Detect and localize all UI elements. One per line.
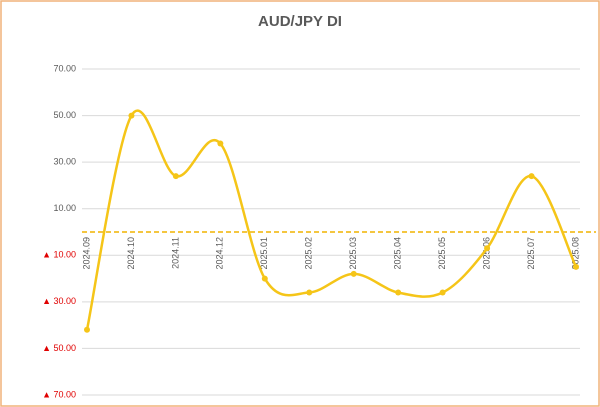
point [172,173,179,180]
y-tick-label: 50.00 [53,110,76,120]
x-tick-label: 2025.05 [437,237,447,270]
point [261,275,268,282]
point [528,173,535,180]
y-tick-label: 70.00 [53,63,76,73]
x-tick-label: 2025.01 [259,237,269,270]
x-tick-label: 2025.06 [481,237,491,270]
y-tick-label: ▲ 50.00 [42,343,76,353]
x-tick-label: 2025.04 [393,237,403,270]
y-tick-label: ▲ 30.00 [42,296,76,306]
point [350,270,357,277]
x-tick-label: 2025.02 [304,237,314,270]
y-tick-label: ▲ 70.00 [42,389,76,399]
chart-title: AUD/JPY DI [258,13,342,30]
x-tick-label: 2025.03 [348,237,358,270]
x-tick-label: 2025.08 [570,237,580,270]
point [128,112,135,119]
point [84,326,90,333]
y-tick-label: 30.00 [53,157,76,167]
y-tick-label: ▲ 10.00 [42,250,76,260]
y-tick-label: 10.00 [53,203,76,213]
point [573,263,579,270]
point [306,289,313,296]
x-tick-label: 2024.11 [170,237,180,269]
point [395,289,402,296]
x-tick-label: 2024.09 [81,237,91,270]
x-tick-label: 2024.10 [126,237,136,270]
point [439,289,446,296]
x-tick-label: 2024.12 [215,237,225,270]
x-tick-label: 2025.07 [526,237,536,270]
point [484,245,491,252]
point [217,140,224,147]
